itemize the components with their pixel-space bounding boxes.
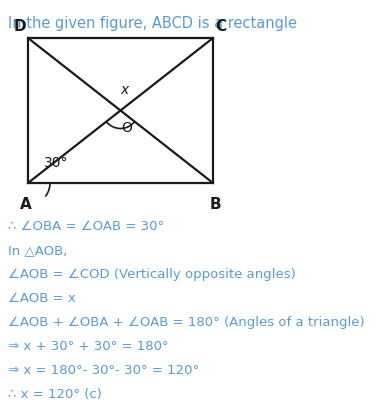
Text: 30°: 30° <box>44 156 68 170</box>
Text: ⇒ x + 30° + 30° = 180°: ⇒ x + 30° + 30° = 180° <box>8 340 168 353</box>
Text: O: O <box>121 121 132 135</box>
Text: x: x <box>120 83 129 97</box>
Text: ⇒ x = 180°- 30°- 30° = 120°: ⇒ x = 180°- 30°- 30° = 120° <box>8 364 199 377</box>
Text: ∴ ∠OBA = ∠OAB = 30°: ∴ ∠OBA = ∠OAB = 30° <box>8 220 164 233</box>
Text: ∴ x = 120° (c): ∴ x = 120° (c) <box>8 388 102 401</box>
Text: In the given figure, ABCD is a rectangle: In the given figure, ABCD is a rectangle <box>8 16 297 31</box>
Text: B: B <box>209 197 221 212</box>
Text: D: D <box>14 19 26 34</box>
Text: A: A <box>20 197 32 212</box>
Text: ∠AOB = x: ∠AOB = x <box>8 292 76 305</box>
Text: ∠AOB = ∠COD (Vertically opposite angles): ∠AOB = ∠COD (Vertically opposite angles) <box>8 268 296 281</box>
Text: In △AOB,: In △AOB, <box>8 244 67 257</box>
Text: C: C <box>215 19 226 34</box>
Text: ∠AOB + ∠OBA + ∠OAB = 180° (Angles of a triangle): ∠AOB + ∠OBA + ∠OAB = 180° (Angles of a t… <box>8 316 365 329</box>
